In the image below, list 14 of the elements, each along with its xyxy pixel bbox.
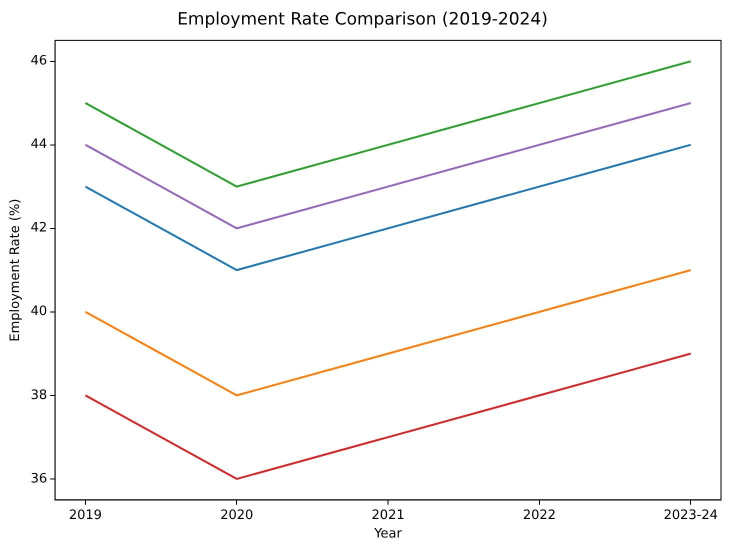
y-tick-label: 38: [30, 388, 48, 403]
y-tick-label: 46: [30, 54, 48, 69]
y-tick-label: 44: [30, 137, 48, 152]
x-axis-title: Year: [373, 526, 402, 542]
chart-title: Employment Rate Comparison (2019-2024): [177, 10, 548, 30]
y-tick-label: 42: [30, 220, 48, 236]
x-tick-label: 2019: [68, 508, 102, 523]
y-axis-title: Employment Rate (%): [8, 198, 24, 342]
x-tick-label: 2021: [372, 508, 405, 523]
x-tick-label: 2022: [522, 508, 556, 523]
y-tick-label: 36: [30, 471, 48, 486]
x-tick-label: 2020: [220, 508, 254, 523]
x-tick-label: 2023-24: [664, 508, 718, 523]
y-tick-label: 40: [30, 304, 48, 320]
